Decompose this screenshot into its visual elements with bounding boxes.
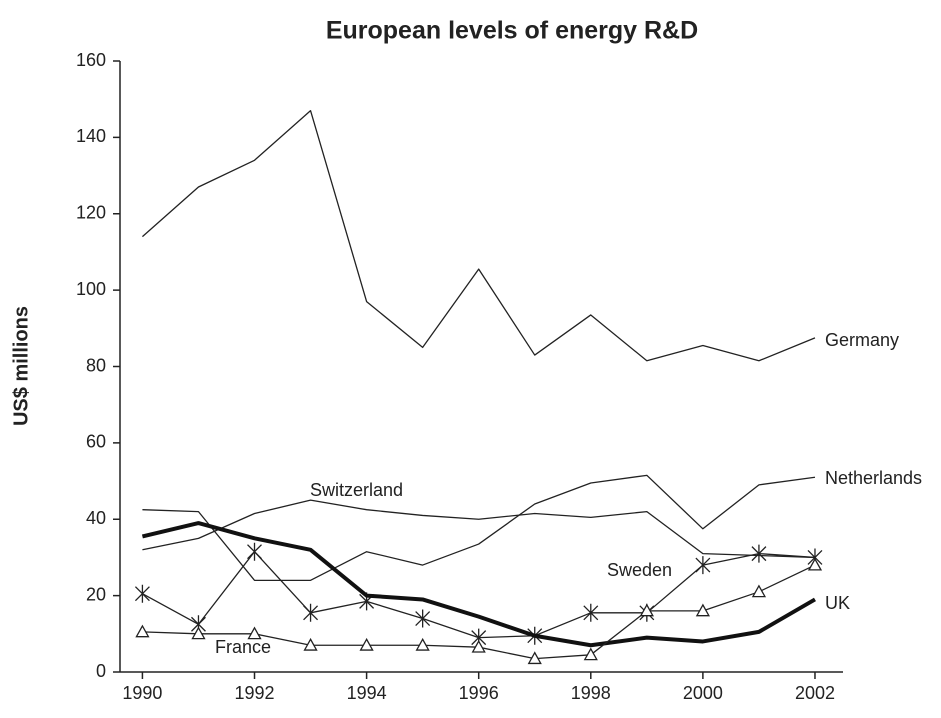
y-tick-label: 60 <box>86 432 106 452</box>
series-line <box>142 499 815 559</box>
triangle-marker <box>639 603 654 617</box>
y-tick-label: 100 <box>76 279 106 299</box>
series-label: Netherlands <box>825 468 922 488</box>
y-tick-label: 160 <box>76 50 106 70</box>
series-line <box>142 474 816 581</box>
triangle-marker <box>807 557 823 571</box>
y-tick-label: 0 <box>96 661 106 681</box>
star-marker <box>583 603 599 622</box>
y-tick-label: 20 <box>86 584 106 604</box>
triangle-marker <box>359 637 374 651</box>
triangle-marker <box>135 624 150 638</box>
triangle-marker <box>695 603 710 617</box>
series-line <box>141 109 816 362</box>
star-marker <box>247 542 262 561</box>
triangle-marker <box>303 637 318 651</box>
y-tick-label: 80 <box>86 355 106 375</box>
series-label: Sweden <box>607 560 672 580</box>
x-tick-label: 2002 <box>795 683 835 703</box>
star-marker <box>695 556 711 575</box>
x-tick-label: 1996 <box>459 683 499 703</box>
triangle-marker <box>751 584 767 598</box>
triangle-marker <box>415 637 430 651</box>
triangle-marker <box>471 639 486 653</box>
series-label: France <box>215 637 271 657</box>
chart-title: European levels of energy R&D <box>326 17 698 45</box>
triangle-marker <box>191 626 206 640</box>
y-tick-label: 120 <box>76 203 106 223</box>
x-tick-label: 1992 <box>234 683 274 703</box>
series-line <box>141 521 816 648</box>
y-tick-label: 40 <box>86 508 106 528</box>
series-label: Germany <box>825 330 899 350</box>
series-label: Switzerland <box>310 480 403 500</box>
triangle-marker <box>583 647 598 661</box>
y-tick-label: 140 <box>76 126 106 146</box>
y-axis-label: US$ millions <box>10 306 32 426</box>
x-tick-label: 1994 <box>347 683 387 703</box>
triangle-marker <box>247 626 262 640</box>
x-tick-label: 2000 <box>683 683 723 703</box>
star-marker <box>303 603 319 622</box>
series-label: UK <box>825 593 850 613</box>
triangle-marker <box>527 651 542 665</box>
star-marker <box>134 584 150 603</box>
star-marker <box>751 544 767 563</box>
x-tick-label: 1998 <box>571 683 611 703</box>
series-line <box>142 551 816 639</box>
star-marker <box>415 609 431 628</box>
x-tick-label: 1990 <box>122 683 162 703</box>
